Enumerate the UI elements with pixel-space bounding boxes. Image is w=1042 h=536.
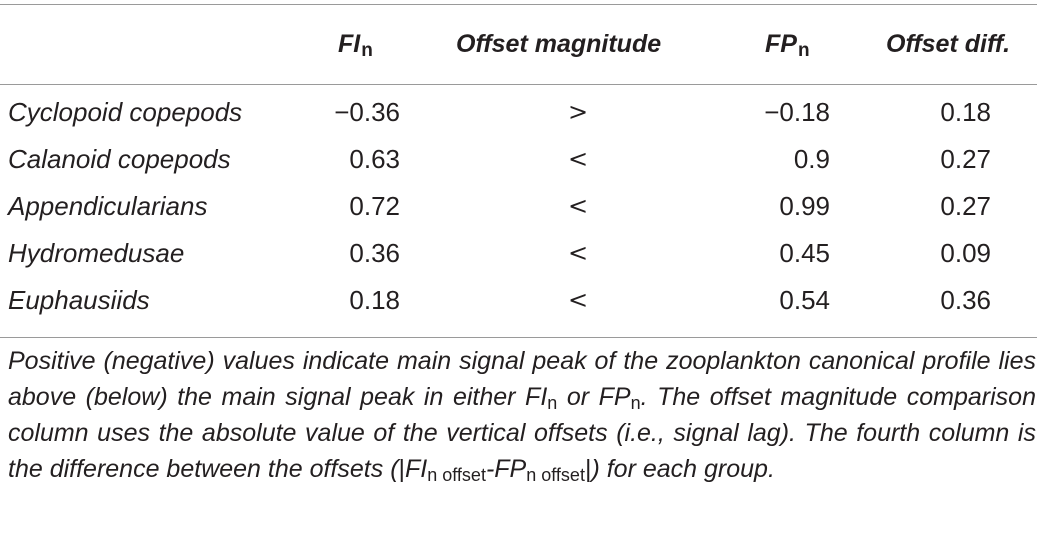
cell-fi: −0.36 [334, 97, 400, 127]
cell-fp: 0.54 [779, 285, 830, 315]
footnote-fi-subscript: n [547, 393, 558, 413]
cell-offset-diff: 0.27 [940, 144, 991, 174]
table-footnote: Positive (negative) values indicate main… [8, 343, 1036, 487]
cell-offset-magnitude: > [567, 98, 589, 126]
cell-fi: 0.18 [349, 285, 400, 315]
cell-group: Appendicularians [8, 191, 208, 221]
cell-offset-magnitude: < [567, 286, 589, 314]
cell-offset-diff: 0.18 [940, 97, 991, 127]
footnote-fp-subscript: n [630, 393, 641, 413]
cell-offset-magnitude: < [567, 239, 589, 267]
footnote-abs-bar-open: | [398, 455, 406, 483]
header-offset-diff: Offset diff. [886, 30, 1011, 58]
cell-fi: 0.63 [349, 144, 400, 174]
cell-offset-magnitude: < [567, 145, 589, 173]
header-fi: FIn [338, 22, 373, 66]
footnote-abs-fp: FP [494, 455, 527, 483]
cell-fi: 0.72 [349, 191, 400, 221]
table-row: Calanoid copepods 0.63 < 0.9 0.27 [0, 136, 1042, 182]
footnote-abs-bar-close: | [584, 455, 592, 483]
cell-fp: −0.18 [764, 97, 830, 127]
table-bottom-rule [0, 337, 1037, 338]
cell-offset-diff: 0.36 [940, 285, 991, 315]
footnote-abs-fi-subscript: n offset [427, 465, 486, 485]
footnote-text-3: ) for each group. [591, 455, 775, 483]
table-row: Hydromedusae 0.36 < 0.45 0.09 [0, 230, 1042, 276]
cell-offset-diff: 0.09 [940, 238, 991, 268]
cell-offset-magnitude: < [567, 192, 589, 220]
footnote-fi: FI [525, 383, 548, 411]
footnote-dash: - [485, 455, 495, 483]
header-fp-label: FP [765, 30, 797, 58]
table-top-rule [0, 4, 1037, 5]
footnote-fp: FP [598, 383, 631, 411]
footnote-abs-fi: FI [405, 455, 428, 483]
header-offset-magnitude: Offset magnitude [456, 30, 662, 58]
footnote-text-or: or [557, 383, 599, 411]
cell-group: Hydromedusae [8, 238, 185, 268]
cell-fp: 0.9 [793, 144, 830, 174]
table-row: Euphausiids 0.18 < 0.54 0.36 [0, 277, 1042, 323]
header-fi-subscript: n [361, 40, 373, 61]
cell-group: Cyclopoid copepods [8, 97, 243, 127]
cell-offset-diff: 0.27 [940, 191, 991, 221]
cell-fp: 0.99 [779, 191, 830, 221]
table-header-rule [0, 84, 1037, 85]
footnote-abs-fp-subscript: n offset [526, 465, 585, 485]
header-fp: FPn [765, 22, 810, 66]
table-row: Cyclopoid copepods −0.36 > −0.18 0.18 [0, 89, 1042, 135]
header-fp-subscript: n [797, 40, 810, 61]
footnote-text-1: Positive (negative) values indicate main… [8, 347, 1036, 411]
cell-fp: 0.45 [779, 238, 830, 268]
cell-group: Calanoid copepods [8, 144, 231, 174]
table-row: Appendicularians 0.72 < 0.99 0.27 [0, 183, 1042, 229]
footnote-text-2: . The offset magnitude comparison column… [8, 383, 1036, 483]
cell-group: Euphausiids [8, 285, 150, 315]
header-fi-label: FI [338, 30, 361, 58]
cell-fi: 0.36 [349, 238, 400, 268]
